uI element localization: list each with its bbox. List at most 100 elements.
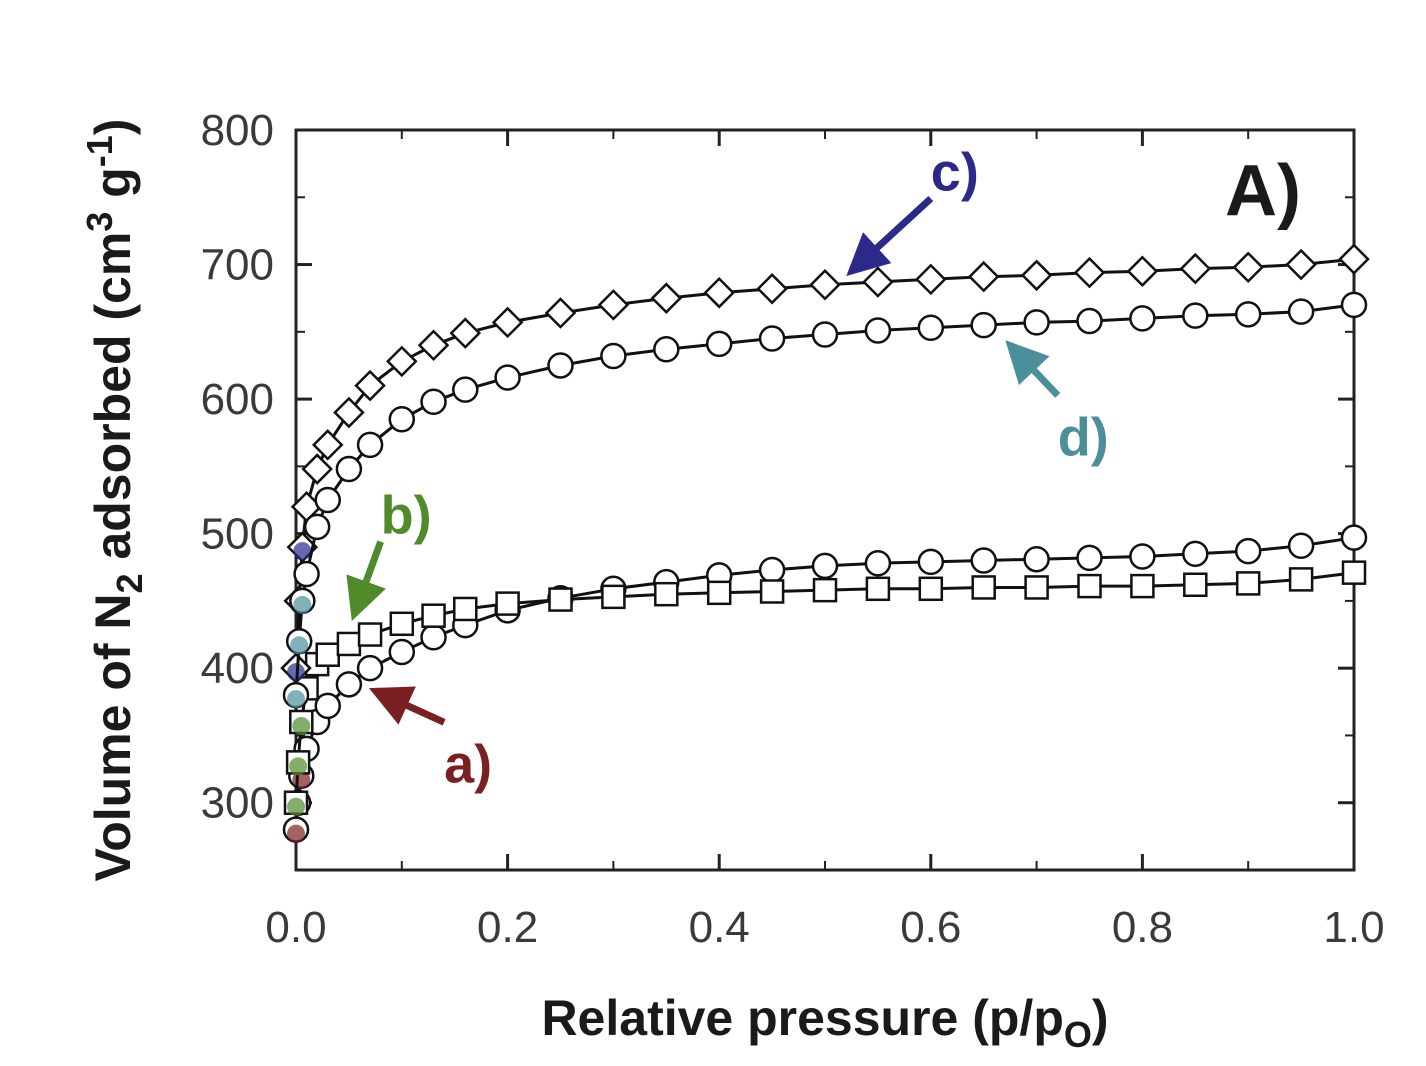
data-point-c [386,345,418,378]
data-point-b [759,579,785,604]
data-point-d-fill [290,636,309,655]
panel-label: A) [1225,151,1301,231]
x-tick-label: 0.4 [689,903,750,952]
data-point-b [315,642,340,667]
y-axis-title: Volume of N2 adsorbed (cm3 g-1) [79,119,150,882]
annotation-c: c) [846,143,979,277]
x-tick-label: 0.6 [900,903,961,952]
data-point-d [917,314,945,342]
x-tick-label: 0.2 [477,903,538,952]
data-point-a-fill [287,824,305,843]
data-point-d [970,311,997,339]
data-point-d [705,330,733,358]
series-b [283,560,1367,816]
data-point-b-fill [289,757,308,776]
data-point-c [1285,248,1317,281]
data-point-d [547,352,574,379]
data-point-c [809,268,841,301]
data-point-b [1077,573,1102,599]
data-point-a [1023,545,1050,573]
data-point-d [420,388,447,416]
data-point-c [1179,252,1212,285]
data-point-a [864,549,892,577]
y-axis-title-sub: 2 [109,573,150,593]
data-point-c [354,369,386,402]
data-point-c [1126,255,1159,288]
data-point-a [314,692,341,720]
data-point-c [1020,259,1053,292]
series-c-line [294,257,1355,669]
annotation-label-b: b) [381,486,432,546]
data-point-d [1182,302,1209,329]
data-point-d [1234,301,1262,328]
series-d [282,291,1368,709]
annotation-arrow-d [1005,340,1061,398]
annotation-arrow-b [346,540,386,621]
data-point-b [601,584,626,610]
data-point-a [811,552,839,580]
annotation-d: d) [1005,340,1109,467]
x-tick-label: 1.0 [1323,903,1384,952]
data-point-a [356,654,384,682]
data-point-d [864,317,892,344]
x-tick-label: 0.0 [265,903,326,952]
data-point-b [495,591,520,616]
x-axis-ticks: 0.0 0.2 0.4 0.6 0.8 1.0 [265,130,1385,952]
data-point-b [1341,560,1367,585]
data-point-b [706,580,732,606]
data-point-a [1234,537,1262,565]
data-point-d [356,431,384,459]
data-point-d [1287,298,1315,325]
data-point-a [388,638,416,666]
data-point-c [597,289,630,321]
data-point-a [1129,543,1156,570]
data-point-d [1076,307,1103,335]
data-point-b [389,611,415,637]
data-point-b [336,631,362,657]
annotation-arrow-a [368,686,446,726]
data-point-c [544,297,577,329]
data-point-c [967,260,1000,293]
data-point-b [1183,572,1208,598]
data-point-d [1129,305,1156,332]
y-tick-label: 600 [201,375,274,424]
data-point-d [653,336,680,363]
data-point-a [970,547,997,574]
data-point-a [917,548,945,576]
data-point-c [862,266,894,298]
data-point-a [335,671,363,698]
data-point-b [1288,567,1314,592]
y-axis-title-sup1: 3 [79,212,120,232]
y-tick-label: 400 [201,644,274,693]
data-point-b [971,575,996,600]
data-point-a [758,556,786,584]
y-tick-label: 800 [201,106,274,155]
data-point-b [918,576,944,602]
annotation-a: a) [368,686,492,794]
data-point-d [293,560,320,588]
annotation-label-a: a) [444,734,492,794]
y-tick-label: 300 [201,779,274,828]
data-point-c [1073,256,1106,289]
data-point-d [314,486,341,514]
x-tick-label: 0.8 [1112,903,1173,952]
data-point-b [548,587,573,612]
y-tick-label: 700 [201,241,274,290]
y-axis-ticks: 300 400 500 600 700 800 [201,106,1354,828]
data-point-d [1340,291,1368,319]
data-point-c [311,429,344,461]
data-point-d [1023,309,1050,336]
x-axis-title-sub: O [1064,1014,1092,1055]
y-tick-label: 500 [201,510,274,559]
data-point-b [421,603,446,628]
data-point-c [333,396,365,429]
data-point-d [303,513,331,541]
series-d-line [294,303,1355,696]
annotation-arrow-c [846,195,934,277]
data-point-d [388,406,416,433]
x-axis-title-main: Relative pressure (p/p [541,990,1063,1046]
data-point-b [865,576,891,602]
data-point-d-fill [287,690,305,709]
data-point-d [452,376,479,403]
